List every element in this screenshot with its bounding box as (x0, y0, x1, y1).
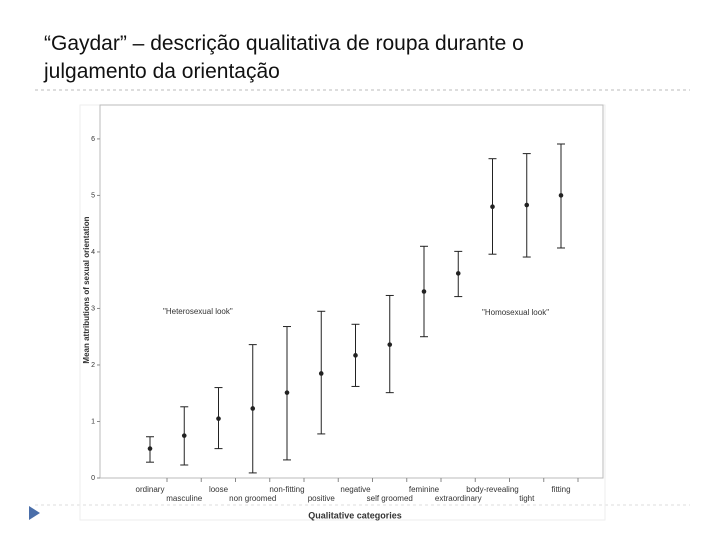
x-tick-label: extraordinary (435, 494, 482, 503)
mean-point (147, 446, 153, 451)
x-tick-label: self groomed (367, 494, 413, 503)
y-tick-label: 2 (91, 362, 95, 369)
x-tick-label: non groomed (229, 494, 276, 503)
mean-point (558, 193, 564, 198)
bullet-icon (29, 506, 40, 520)
slide-title: “Gaydar” – descrição qualitativa de roup… (44, 32, 524, 83)
x-tick-label: masculine (166, 494, 203, 503)
mean-point (490, 204, 495, 210)
mean-point (250, 406, 256, 411)
mean-point (421, 289, 427, 294)
x-tick-label: fitting (551, 485, 570, 494)
mean-point (216, 416, 221, 421)
annotation: "Homosexual look" (482, 308, 549, 317)
mean-point (455, 271, 461, 276)
mean-point (353, 353, 358, 358)
y-tick-label: 1 (91, 418, 95, 425)
x-tick-label: negative (340, 485, 371, 494)
y-tick-label: 6 (91, 136, 95, 143)
y-tick-label: 3 (91, 305, 95, 312)
mean-point (181, 433, 187, 438)
x-tick-label: body-revealing (466, 485, 518, 494)
x-tick-label: tight (519, 494, 535, 503)
y-tick-label: 0 (91, 475, 95, 482)
x-tick-label: non-fitting (269, 485, 304, 494)
mean-point (284, 390, 290, 395)
x-tick-label: positive (308, 494, 336, 503)
mean-point (387, 342, 393, 347)
annotation: "Heterosexual look" (163, 307, 233, 316)
plot-area (99, 104, 604, 479)
y-tick-label: 4 (91, 249, 95, 256)
mean-point (318, 371, 324, 376)
x-tick-label: feminine (409, 485, 440, 494)
y-axis-label: Mean attributions of sexual orientation (82, 216, 91, 363)
x-axis-label: Qualitative categories (308, 510, 402, 520)
x-tick-label: loose (209, 485, 229, 494)
x-tick-label: ordinary (136, 485, 165, 494)
y-tick-label: 5 (91, 192, 95, 199)
mean-point (524, 202, 530, 208)
